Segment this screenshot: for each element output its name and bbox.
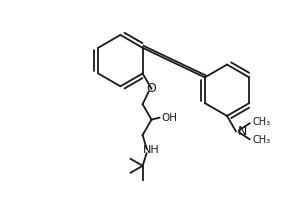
Text: CH₃: CH₃ [252,118,271,127]
Text: CH₃: CH₃ [252,135,271,145]
Text: NH: NH [143,145,160,155]
Text: OH: OH [161,113,177,123]
Text: O: O [146,82,156,95]
Text: N: N [238,125,247,138]
